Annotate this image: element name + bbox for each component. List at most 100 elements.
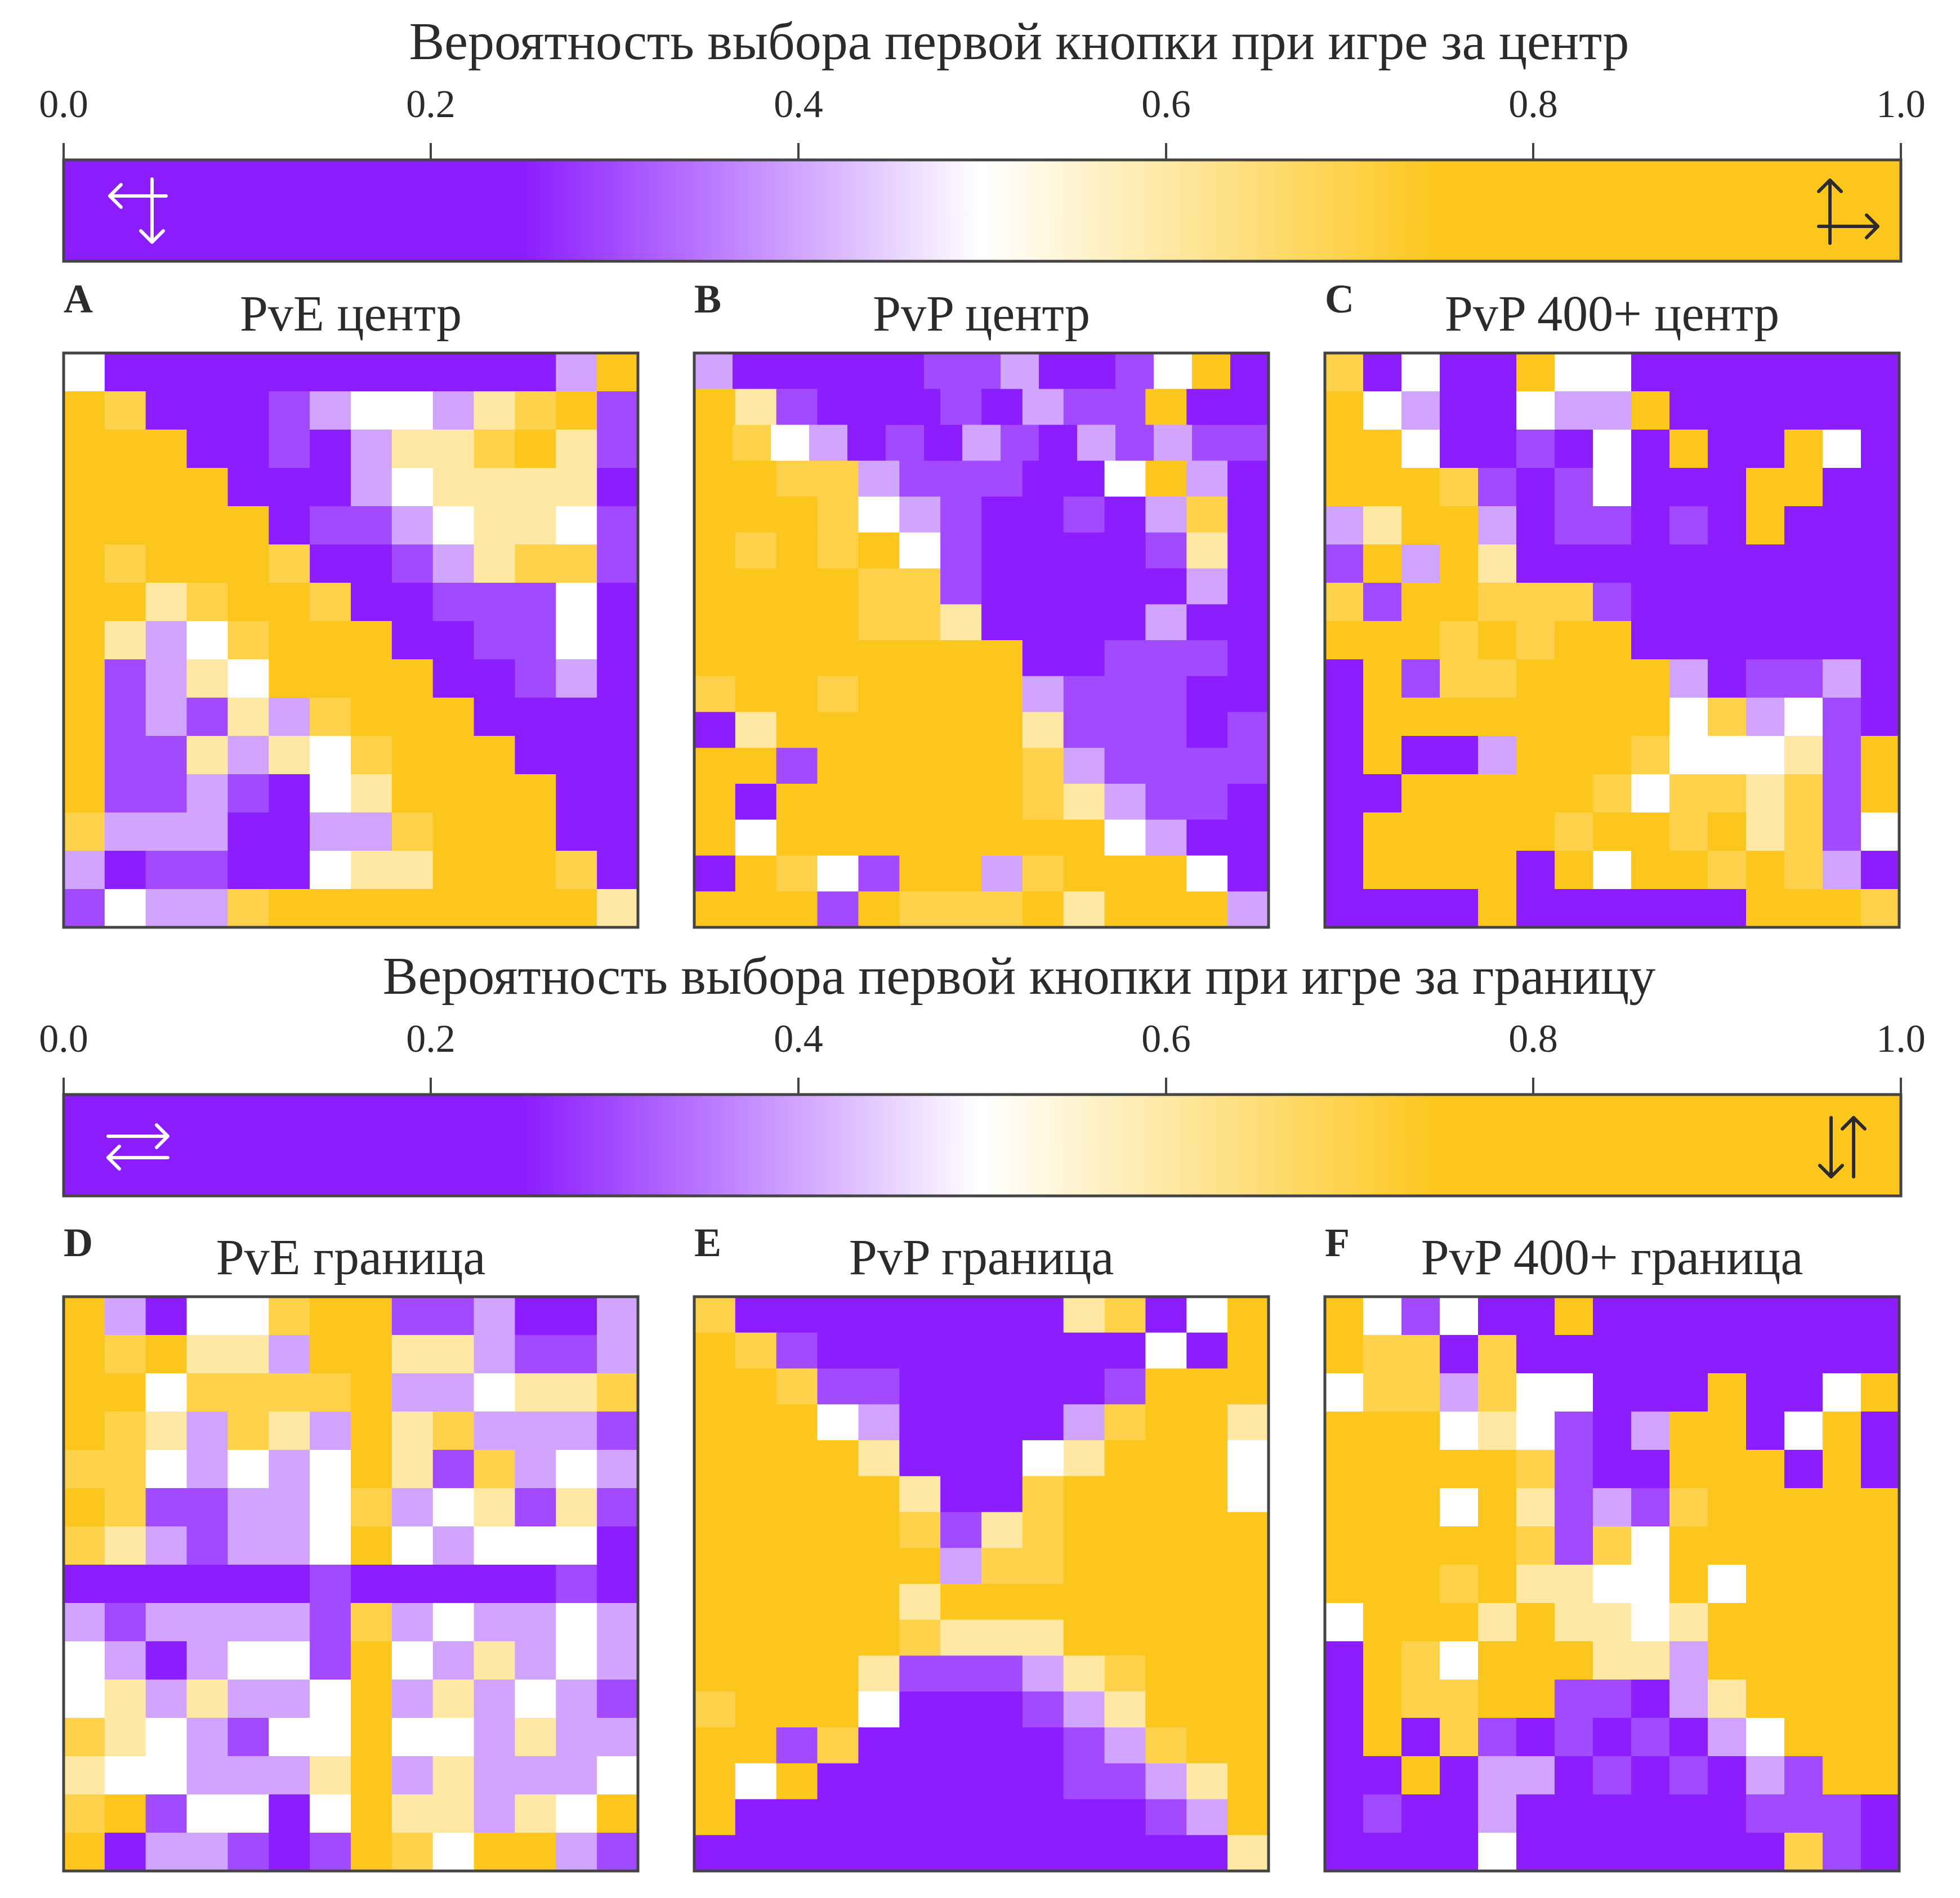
heatmap-cell [981,1332,1023,1369]
heatmap-cell [899,1368,941,1405]
heatmap-cell [1555,812,1593,851]
heatmap-cell [1708,1641,1747,1680]
heatmap-cell [64,1297,105,1336]
heatmap-cell [940,1476,982,1513]
heatmap-cell [1708,659,1747,698]
heatmap-cell [227,1641,269,1680]
heatmap-cell [1022,461,1064,497]
heatmap-cell [474,1412,516,1450]
heatmap-cell [1516,1794,1555,1833]
heatmap-cell [1186,497,1228,533]
heatmap-cell [735,676,777,713]
heatmap-cell [1631,544,1670,583]
heatmap-cell [432,468,475,507]
heatmap-cell [104,1488,146,1527]
heatmap-cell [858,712,900,748]
heatmap-cell [556,1373,597,1412]
heatmap-cell [817,388,859,426]
panel-title: PvP 400+ центр [1445,286,1779,342]
heatmap-cell [1478,774,1517,813]
heatmap-cell [771,353,810,390]
heatmap-cell [776,1368,818,1405]
heatmap-cell [1516,851,1555,890]
heatmap-cell [1401,621,1440,660]
heatmap-cell [1104,712,1146,748]
heatmap-cell [1708,812,1747,851]
heatmap-cell [556,506,597,545]
heatmap-cell [1478,1335,1517,1374]
heatmap-cell [597,621,639,660]
heatmap-cell [1669,1297,1708,1336]
heatmap-cell [981,1727,1023,1764]
heatmap-cell [1669,659,1708,698]
heatmap-cell [1186,748,1228,784]
heatmap-cell [1593,1488,1632,1527]
heatmap-cell [474,1297,516,1336]
heatmap-cell [1104,1655,1146,1692]
heatmap-cell [351,1680,392,1718]
tick-label: 1.0 [1876,1017,1926,1061]
heatmap-cell [1440,812,1479,851]
heatmap-cell [1022,1584,1064,1620]
heatmap-cell [776,819,818,856]
heatmap-cell [1478,889,1517,928]
heatmap-cell [1516,1718,1555,1757]
heatmap-cell [556,583,597,622]
heatmap-cell [1363,621,1402,660]
heatmap-cell [1401,1565,1440,1604]
heatmap-cell [1708,851,1747,890]
heatmap-cell [1746,621,1785,660]
heatmap-cell [597,1833,639,1872]
heatmap-cell [145,353,187,392]
heatmap-cell [771,425,810,461]
heatmap-cell [1823,736,1861,775]
heatmap-cell [940,1835,982,1872]
heatmap-cell [269,391,310,430]
heatmap-cell [1363,698,1402,736]
heatmap-cell [1063,1368,1105,1405]
heatmap-cell [817,819,859,856]
heatmap-cell [1593,659,1632,698]
heatmap-cell [104,1718,146,1757]
heatmap-cell [940,855,982,892]
panel-title: PvP 400+ граница [1421,1230,1803,1285]
heatmap-cell [817,1835,859,1872]
heatmap-cell [1325,851,1364,890]
heatmap-cell [1631,1335,1670,1374]
heatmap-cell [1363,889,1402,928]
heatmap-cell [1063,1655,1105,1692]
heatmap-cell [817,568,859,605]
heatmap-cell [858,497,900,533]
heatmap-cell [940,1368,982,1405]
heatmap-cell [1593,1718,1632,1757]
heatmap-cell [1145,712,1187,748]
heatmap-cell [104,544,146,583]
heatmap-cell [1478,1526,1517,1565]
heatmap-cell [1401,1641,1440,1680]
heatmap-cell [1104,891,1146,928]
heatmap-cell [1401,1450,1440,1489]
heatmap-cell [940,819,982,856]
heatmap-cell [145,391,187,430]
heatmap-cell [145,851,187,890]
heatmap-cell [1784,1335,1823,1374]
heatmap-cell [186,851,229,890]
heatmap-cell [1401,430,1440,468]
heatmap-cell [735,819,777,856]
heatmap-cell [556,1833,597,1872]
heatmap-cell [1227,1727,1269,1764]
heatmap-cell [186,1565,229,1604]
heatmap-cell [1708,621,1747,660]
heatmap-cell [1104,855,1146,892]
heatmap-cell [1669,621,1708,660]
heatmap-cell [227,506,269,545]
heatmap-cell [310,1680,351,1718]
heatmap-cell [1063,1332,1105,1369]
heatmap-cell [1401,1718,1440,1757]
heatmap-cell [1784,1603,1823,1642]
heatmap-cell [186,506,229,545]
heatmap-cell [940,748,982,784]
heatmap-cell [1631,1603,1670,1642]
heatmap-cell [269,1526,310,1565]
heatmap-cell [1516,774,1555,813]
